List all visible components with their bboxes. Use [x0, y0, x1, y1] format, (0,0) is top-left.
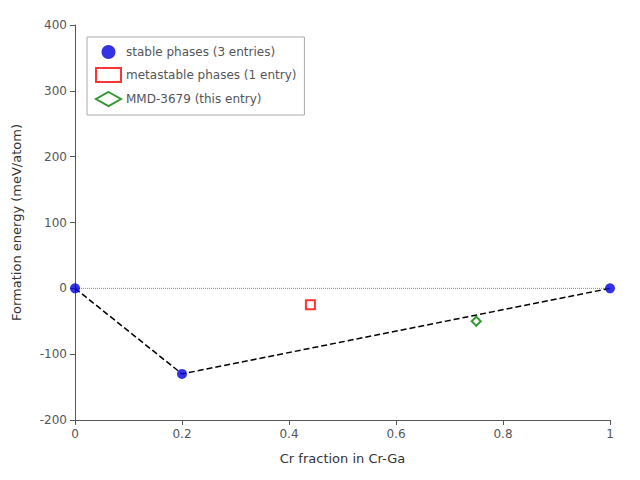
svg-text:stable phases (3 entries): stable phases (3 entries) — [126, 45, 275, 59]
svg-text:400: 400 — [44, 18, 67, 32]
svg-text:1: 1 — [606, 427, 614, 441]
svg-text:0: 0 — [71, 427, 79, 441]
svg-text:0.8: 0.8 — [493, 427, 512, 441]
svg-text:metastable phases (1 entry): metastable phases (1 entry) — [126, 68, 296, 82]
svg-text:-100: -100 — [40, 347, 67, 361]
svg-text:100: 100 — [44, 216, 67, 230]
svg-text:200: 200 — [44, 150, 67, 164]
svg-text:0.2: 0.2 — [172, 427, 191, 441]
svg-text:0.4: 0.4 — [279, 427, 298, 441]
svg-text:300: 300 — [44, 84, 67, 98]
svg-text:MMD-3679 (this entry): MMD-3679 (this entry) — [126, 92, 261, 106]
svg-text:0.6: 0.6 — [386, 427, 405, 441]
svg-text:Cr fraction in Cr-Ga: Cr fraction in Cr-Ga — [280, 451, 405, 466]
svg-text:0: 0 — [59, 281, 67, 295]
svg-text:Formation energy (meV/atom): Formation energy (meV/atom) — [9, 124, 24, 321]
svg-text:-200: -200 — [40, 413, 67, 427]
